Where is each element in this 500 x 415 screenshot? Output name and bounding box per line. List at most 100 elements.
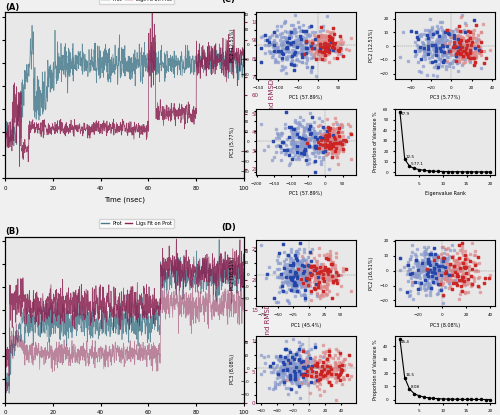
Point (286, 276, 294, 283)
Point (426, 269, 434, 276)
Point (306, 126, 314, 133)
Point (396, 266, 404, 273)
Point (460, 259, 468, 266)
Point (296, 41, 304, 48)
Point (304, 33, 312, 39)
Point (430, 271, 438, 278)
Point (460, 48, 468, 55)
Point (319, 275, 327, 281)
Point (315, 130, 323, 137)
Point (336, 371, 344, 378)
Point (444, 45, 452, 52)
Point (456, 260, 464, 267)
Point (306, 258, 314, 265)
Point (328, 141, 336, 148)
Point (332, 47, 340, 54)
Point (282, 273, 290, 280)
Point (321, 46, 329, 53)
Point (280, 356, 288, 363)
Point (432, 62, 440, 69)
Point (307, 68, 315, 75)
Point (333, 54, 341, 61)
Point (277, 145, 285, 151)
Point (311, 50, 319, 56)
Point (312, 168, 320, 175)
Point (278, 29, 286, 36)
Point (339, 133, 347, 140)
Point (436, 281, 444, 287)
Point (317, 368, 325, 375)
Point (304, 127, 312, 134)
Point (290, 39, 298, 46)
Point (291, 280, 299, 286)
Point (442, 34, 450, 40)
Point (283, 278, 291, 285)
Point (282, 278, 290, 285)
Point (420, 272, 428, 278)
Point (292, 364, 300, 370)
Point (334, 348, 342, 354)
Point (283, 367, 291, 374)
Point (295, 369, 303, 376)
Point (457, 267, 465, 274)
Point (438, 57, 446, 63)
Point (302, 357, 310, 364)
Point (454, 49, 462, 55)
Point (442, 264, 450, 270)
Point (467, 49, 475, 55)
Point (332, 266, 340, 272)
Point (334, 137, 342, 144)
Point (328, 39, 336, 46)
Point (456, 247, 464, 254)
Point (412, 271, 420, 278)
Point (280, 151, 288, 158)
Point (326, 255, 334, 262)
Point (453, 33, 461, 40)
Point (322, 134, 330, 141)
Point (288, 134, 296, 141)
Point (328, 260, 336, 267)
Point (289, 261, 297, 268)
Point (290, 126, 298, 132)
Point (290, 264, 298, 271)
Point (316, 31, 324, 38)
Point (308, 132, 316, 139)
Point (288, 137, 296, 144)
Point (431, 261, 439, 267)
Point (302, 39, 310, 45)
Point (296, 40, 304, 47)
Point (301, 150, 309, 156)
Point (480, 275, 488, 282)
Point (466, 58, 473, 64)
Point (441, 276, 449, 283)
Point (431, 253, 439, 260)
Point (475, 47, 483, 54)
Point (288, 380, 296, 386)
Point (318, 363, 326, 369)
Point (284, 366, 292, 373)
Point (322, 135, 330, 142)
Point (430, 265, 438, 271)
Point (450, 39, 458, 46)
Point (276, 143, 284, 150)
Point (322, 371, 330, 378)
Point (299, 49, 307, 55)
Point (464, 276, 472, 282)
Point (322, 46, 330, 53)
Point (310, 146, 318, 152)
Point (302, 60, 310, 66)
Point (314, 360, 322, 366)
Y-axis label: PC2 (16.51%): PC2 (16.51%) (369, 256, 374, 290)
Point (432, 29, 440, 35)
Point (448, 254, 456, 261)
Point (294, 266, 302, 272)
Point (330, 25, 338, 32)
Point (290, 278, 298, 284)
Point (291, 280, 299, 286)
Point (282, 142, 290, 149)
Point (458, 249, 466, 255)
Point (336, 45, 344, 51)
Point (290, 282, 298, 288)
Point (339, 53, 347, 59)
Point (320, 38, 328, 44)
